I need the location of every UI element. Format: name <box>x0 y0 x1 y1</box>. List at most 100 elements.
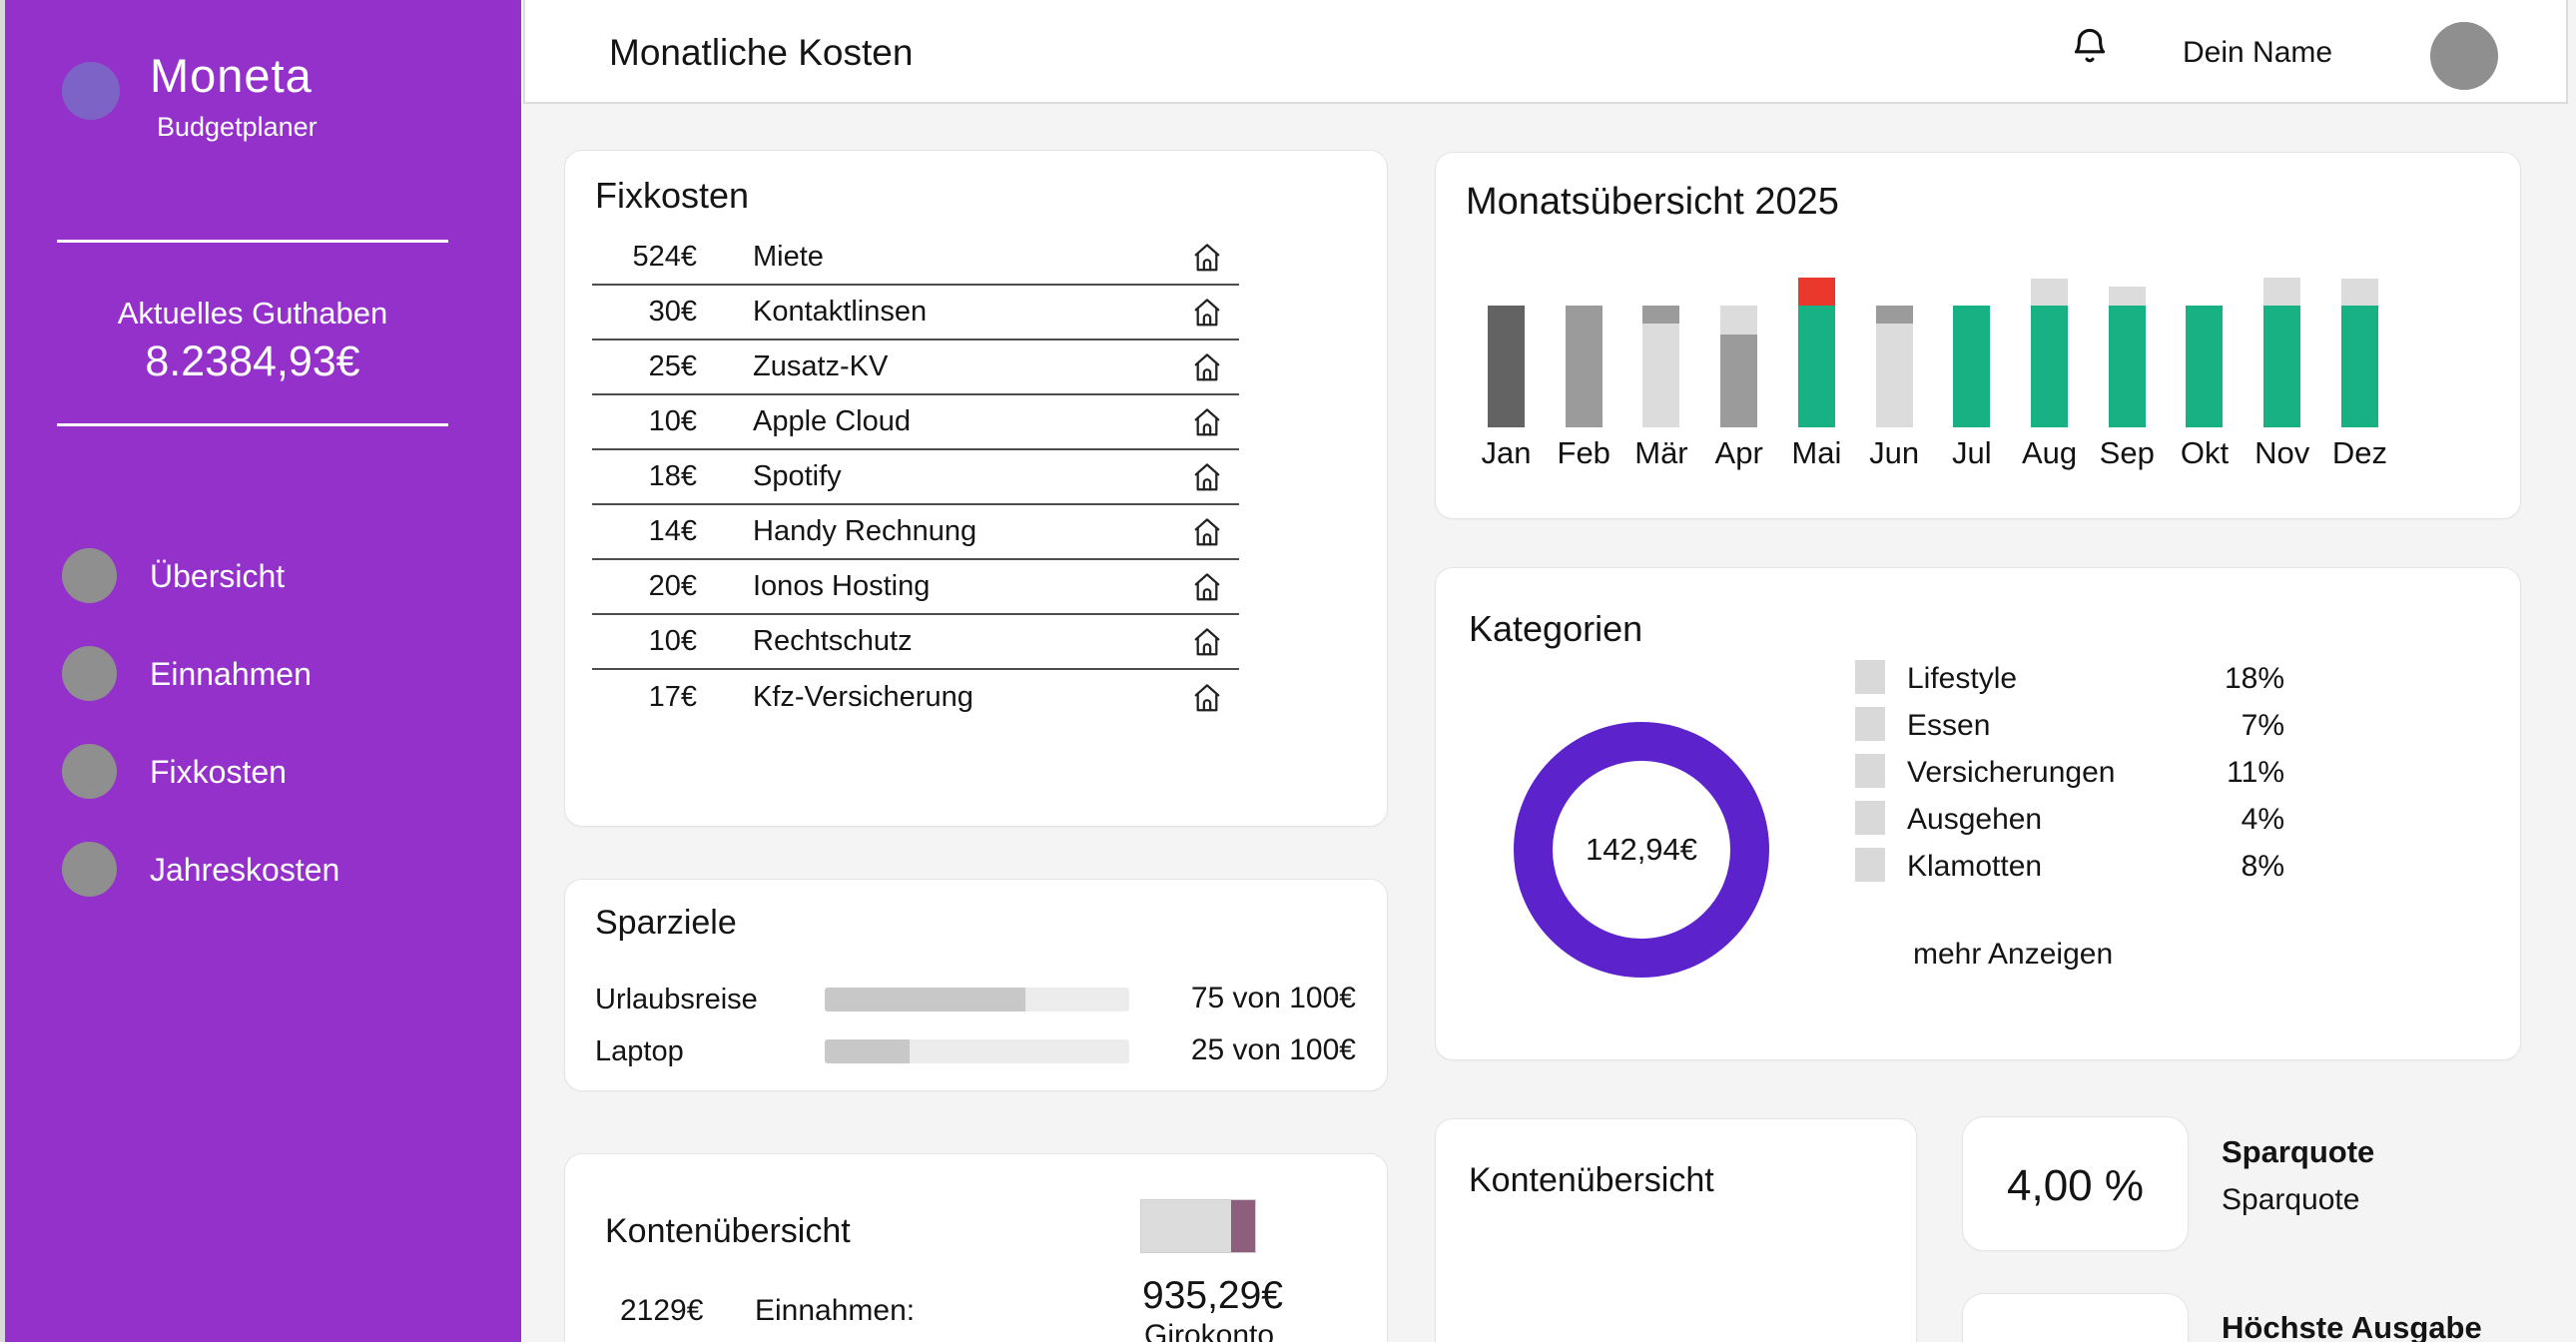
legend-swatch <box>1855 848 1885 882</box>
donut-chart: 142,94€ <box>1514 722 1769 978</box>
income-label: Einnahmen: <box>755 1294 916 1327</box>
bar-month-label: Jun <box>1869 435 1920 470</box>
header: Monatliche Kosten Dein Name <box>523 0 2568 104</box>
row-name: Ionos Hosting <box>753 570 931 602</box>
bar-column: Mär <box>1634 271 1688 470</box>
bar-month-label: Sep <box>2099 435 2155 470</box>
bar-segment <box>2108 287 2146 306</box>
row-name: Zusatz-KV <box>753 350 889 382</box>
home-icon[interactable] <box>1189 680 1225 716</box>
fixkosten-row: 10€ Apple Cloud <box>592 395 1239 450</box>
sidebar-divider <box>57 423 448 426</box>
home-icon[interactable] <box>1189 295 1225 331</box>
bar-column: Okt <box>2181 271 2229 470</box>
goal-value: 25 von 100€ <box>1190 1033 1356 1066</box>
sparquote-label-sub: Sparquote <box>2222 1183 2360 1216</box>
sparquote-card: 4,00 % <box>1962 1116 2189 1251</box>
brand-subtitle: Budgetplaner <box>157 112 318 142</box>
sidebar-item-label: Einnahmen <box>150 656 312 692</box>
fixkosten-row: 20€ Ionos Hosting <box>592 560 1239 615</box>
bar-segment <box>2031 279 2069 306</box>
sidebar-item-uebersicht[interactable]: Übersicht <box>62 547 481 605</box>
sparziele-rows: Urlaubsreise 75 von 100€ Laptop 25 von 100€ <box>595 976 1356 1079</box>
bar-column: Dez <box>2332 271 2387 470</box>
fixkosten-row: 524€ Miete <box>592 231 1239 286</box>
page-title: Monatliche Kosten <box>609 32 914 73</box>
sidebar-item-einnahmen[interactable]: Einnahmen <box>62 645 481 703</box>
sidebar-item-jahreskosten[interactable]: Jahreskosten <box>62 841 481 899</box>
legend-swatch <box>1855 801 1885 835</box>
bar-month-label: Feb <box>1557 435 1610 470</box>
bar-segment <box>1720 335 1758 427</box>
bar-month-label: Okt <box>2180 435 2230 470</box>
fixkosten-row: 30€ Kontaktlinsen <box>592 286 1239 340</box>
legend-item: Lifestyle 18% <box>1855 656 2284 703</box>
bar-column: Mai <box>1791 271 1841 470</box>
legend-item: Klamotten 8% <box>1855 844 2284 891</box>
bar-segment <box>2340 306 2378 427</box>
bar-segment <box>2263 306 2301 427</box>
row-amount: 30€ <box>648 296 697 328</box>
row-amount: 18€ <box>648 460 697 492</box>
bar-month-label: Apr <box>1714 435 1763 470</box>
bar-month-label: Nov <box>2254 435 2310 470</box>
goal-progress <box>825 1039 1129 1063</box>
kontenuebersicht-left-card: Kontenübersicht 935,29€ Girokonto 2129€ … <box>564 1153 1388 1342</box>
nav-dot-icon <box>62 646 117 701</box>
bar-month-label: Jul <box>1951 435 1992 470</box>
fixkosten-title: Fixkosten <box>595 175 750 216</box>
bar-column: Feb <box>1558 271 1610 470</box>
legend-pct: 18% <box>2224 662 2284 695</box>
bar-segment <box>2340 279 2378 306</box>
legend-pct: 4% <box>2241 803 2284 836</box>
sparquote-labels: Sparquote Sparquote <box>2222 1134 2551 1217</box>
bar-segment <box>2108 306 2146 427</box>
row-name: Miete <box>753 241 824 273</box>
home-icon[interactable] <box>1189 349 1225 385</box>
legend-swatch <box>1855 754 1885 788</box>
bar-month-label: Aug <box>2021 435 2078 470</box>
nav-dot-icon <box>62 548 117 603</box>
bar-column: Nov <box>2254 271 2309 470</box>
more-link[interactable]: mehr Anzeigen <box>1913 938 2114 971</box>
monatsuebersicht-card: Monatsübersicht 2025 Jan Feb Mär Apr Mai Jun J… <box>1435 152 2521 519</box>
brand-name: Moneta <box>150 49 313 102</box>
bar-segment <box>2031 306 2069 427</box>
avatar[interactable] <box>2430 22 2498 90</box>
home-icon[interactable] <box>1189 240 1225 276</box>
bar-column: Apr <box>1715 271 1763 470</box>
row-name: Kontaktlinsen <box>753 296 928 328</box>
legend-item: Versicherungen 11% <box>1855 750 2284 797</box>
sidebar-item-label: Jahreskosten <box>150 852 340 888</box>
bar-segment <box>1488 306 1525 427</box>
home-icon[interactable] <box>1189 624 1225 660</box>
balance-value: 8.2384,93€ <box>145 337 360 385</box>
bar-segment <box>1720 306 1758 335</box>
home-icon[interactable] <box>1189 569 1225 605</box>
home-icon[interactable] <box>1189 514 1225 550</box>
legend-swatch <box>1855 707 1885 741</box>
goal-row: Laptop 25 von 100€ <box>595 1027 1356 1079</box>
row-name: Handy Rechnung <box>753 515 977 547</box>
home-icon[interactable] <box>1189 404 1225 440</box>
goal-name: Urlaubsreise <box>595 984 758 1015</box>
sidebar-item-fixkosten[interactable]: Fixkosten <box>62 743 481 801</box>
home-icon[interactable] <box>1189 459 1225 495</box>
balance-label: Aktuelles Guthaben <box>117 296 388 331</box>
goal-progress-fill <box>825 1039 911 1063</box>
bell-icon[interactable] <box>2068 24 2112 78</box>
kategorien-card: Kategorien 142,94€ Lifestyle 18% Essen 7% Ve… <box>1435 567 2521 1060</box>
bar-column: Aug <box>2022 271 2077 470</box>
sparquote-value: 4,00 % <box>2007 1161 2144 1210</box>
fixkosten-row: 25€ Zusatz-KV <box>592 340 1239 395</box>
fixkosten-card: Fixkosten 524€ Miete 30€ Kontaktlinsen 25€ Zu… <box>564 150 1388 827</box>
account-mini-bar <box>1140 1199 1256 1253</box>
legend-swatch <box>1855 660 1885 694</box>
kontenuebersicht-left-title: Kontenübersicht <box>605 1212 851 1250</box>
legend-label: Essen <box>1907 709 1991 742</box>
goal-row: Urlaubsreise 75 von 100€ <box>595 976 1356 1027</box>
bar-month-label: Jan <box>1481 435 1532 470</box>
goal-name: Laptop <box>595 1035 684 1067</box>
row-name: Spotify <box>753 460 842 492</box>
user-name: Dein Name <box>2183 36 2333 69</box>
